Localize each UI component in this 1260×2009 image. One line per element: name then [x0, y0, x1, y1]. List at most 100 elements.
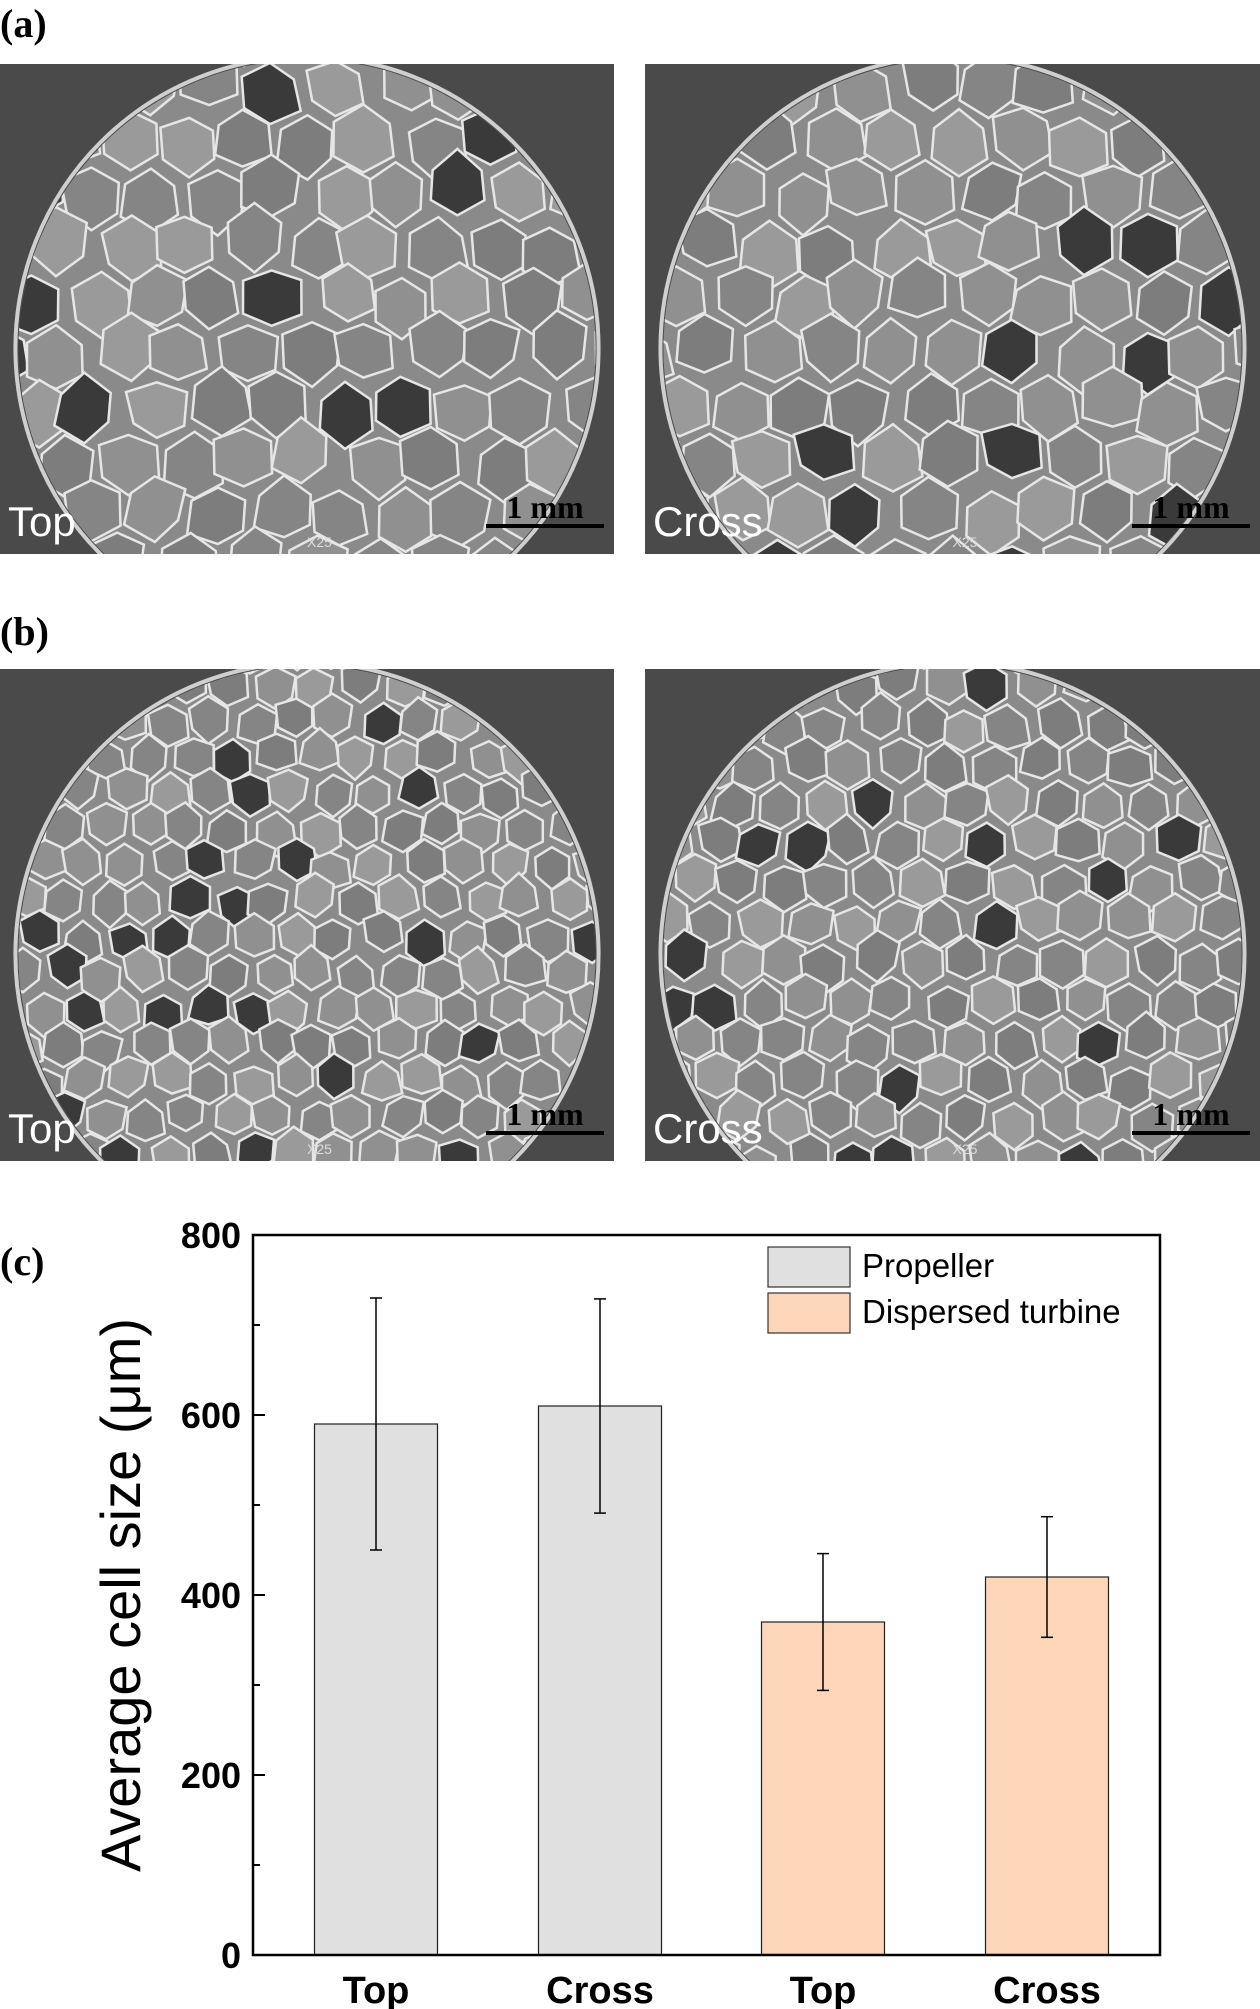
foam-cell [312, 1131, 353, 1161]
foam-cell [663, 669, 687, 712]
foam-cell [560, 261, 596, 322]
foam-cell [921, 816, 965, 863]
foam-cell [591, 529, 596, 554]
foam-cell [397, 765, 440, 811]
foam-cell [0, 919, 14, 961]
foam-cell [1076, 1093, 1122, 1141]
foam-cell [1057, 1140, 1105, 1161]
foam-cell [0, 1099, 1, 1143]
foam-cell [1195, 376, 1242, 433]
foam-cell [898, 857, 947, 909]
foam-cell [129, 732, 168, 783]
foam-cell [442, 837, 485, 885]
foam-cell [669, 64, 729, 72]
foam-cell [1018, 735, 1061, 780]
foam-cell [674, 1014, 716, 1062]
foam-cell [102, 985, 141, 1034]
bar-chart: Top Cross Top Cross 0 200 400 600 800 Average cel… [89, 1215, 1162, 2009]
foam-cell [918, 1053, 963, 1097]
foam-cell [1042, 535, 1102, 554]
foam-cell [696, 816, 744, 864]
foam-cell [462, 317, 521, 380]
foam-cell [717, 264, 774, 328]
foam-cell [336, 735, 375, 782]
foam-cell [645, 64, 648, 109]
foam-cell [1056, 889, 1104, 942]
sample-edge [658, 669, 1247, 1161]
foam-cell [694, 1051, 741, 1100]
foam-cell [1071, 267, 1133, 333]
foam-cell [240, 64, 303, 126]
foam-cell [1243, 432, 1260, 495]
foam-cell [125, 1097, 167, 1143]
foam-cell [608, 989, 614, 1031]
foam-cell [1016, 977, 1061, 1022]
view-label: Cross [653, 1105, 763, 1152]
foam-cell [962, 669, 1008, 713]
foam-cell [276, 1052, 315, 1098]
foam-cell [827, 378, 890, 448]
foam-cell [294, 871, 336, 919]
foam-cell [252, 473, 312, 539]
foam-cell [457, 944, 501, 996]
foam-texture [645, 64, 1260, 554]
foam-cell [106, 767, 149, 811]
foam-cell [544, 739, 586, 784]
foam-cell [943, 709, 985, 754]
foam-cell [586, 669, 596, 706]
foam-cell [208, 953, 249, 999]
foam-cell [521, 702, 563, 745]
foam-cell [925, 669, 973, 707]
foam-cell [298, 726, 341, 772]
foam-cell [62, 1055, 107, 1101]
foam-cell [1199, 894, 1242, 941]
foam-cell [967, 1131, 1013, 1161]
foam-cell [862, 316, 918, 385]
foam-cell [799, 312, 861, 384]
foam-cell [549, 799, 592, 847]
foam-cell [0, 960, 3, 1002]
foam-cell [18, 669, 37, 711]
y-tick-label: 400 [181, 1575, 241, 1616]
foam-cell [1106, 891, 1152, 940]
sem-image-a-top: X25 Top 1 mm [0, 64, 614, 554]
foam-cell [468, 64, 529, 72]
foam-cell [316, 1051, 355, 1101]
foam-cell [374, 276, 427, 341]
foam-cell [374, 375, 432, 439]
legend-label: Propeller [862, 1247, 994, 1284]
foam-cell [826, 812, 870, 866]
foam-cell [523, 990, 564, 1037]
bar [984, 1576, 1110, 1956]
sem-image-a-cross: X25 Cross 1 mm [645, 64, 1260, 554]
foam-cell [1236, 205, 1242, 278]
foam-cell [979, 422, 1044, 480]
foam-cell [587, 729, 596, 778]
foam-cell [321, 262, 377, 323]
foam-cell [205, 808, 248, 854]
foam-cell [65, 990, 107, 1033]
foam-cell [992, 1101, 1034, 1152]
foam-cell [86, 1099, 129, 1141]
foam-cell [860, 690, 902, 741]
foam-cell [124, 380, 189, 440]
foam-cell [18, 765, 22, 813]
foam-cell [270, 415, 328, 485]
foam-cell [535, 108, 596, 175]
foam-cell [1138, 64, 1201, 116]
foam-cell [18, 325, 30, 389]
foam-cell [713, 475, 772, 542]
foam-cell [480, 777, 520, 820]
foam-cell [789, 1131, 830, 1161]
foam-cell [855, 928, 902, 984]
foam-cell [827, 482, 881, 549]
foam-cell [18, 738, 43, 783]
foam-cell [1239, 737, 1242, 791]
foam-cell [1008, 274, 1073, 337]
foam-cell [278, 669, 318, 672]
foam-cell [758, 781, 801, 831]
foam-cell [1119, 212, 1179, 279]
sample-edge [13, 64, 601, 554]
sem-image-b-cross: X25 Cross 1 mm [645, 669, 1260, 1161]
foam-cell [967, 1055, 1013, 1104]
